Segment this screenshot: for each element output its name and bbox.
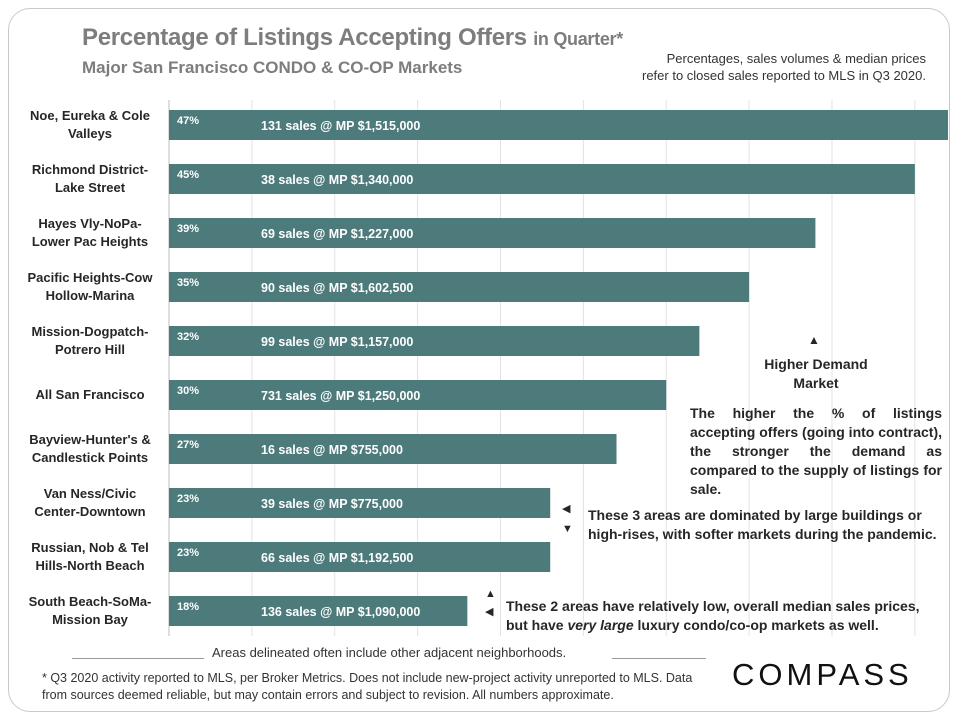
bar-annotation: 16 sales @ MP $755,000 <box>261 443 403 457</box>
highrise-note-line1: These 3 areas are dominated by large bui… <box>588 507 922 523</box>
left-arrow-icon: ◀ <box>562 503 571 515</box>
title-suffix: in Quarter* <box>533 29 623 49</box>
left-arrow-icon: ◀ <box>485 606 494 618</box>
bar-annotation: 38 sales @ MP $1,340,000 <box>261 173 413 187</box>
category-label: Van Ness/Civic <box>44 486 137 501</box>
higher-demand-label: Higher Demand Market <box>756 355 876 393</box>
title-main: Percentage of Listings Accepting Offers <box>82 24 527 51</box>
areas-note: Areas delineated often include other adj… <box>212 645 567 660</box>
up-arrow-icon: ▲ <box>485 588 496 600</box>
bar-annotation: 131 sales @ MP $1,515,000 <box>261 119 420 133</box>
category-label: Potrero Hill <box>55 342 125 357</box>
bar <box>169 542 551 572</box>
bar <box>169 434 617 464</box>
up-arrow-icon: ▲ <box>808 333 820 347</box>
category-label: Center-Downtown <box>34 504 145 519</box>
category-label: Hollow-Marina <box>46 288 136 303</box>
category-label: All San Francisco <box>35 387 144 402</box>
bar <box>169 110 948 140</box>
value-label: 27% <box>177 439 199 451</box>
bar <box>169 326 700 356</box>
higher-demand-line1: Higher Demand <box>764 356 868 372</box>
bar-annotation: 136 sales @ MP $1,090,000 <box>261 605 420 619</box>
category-label: Lake Street <box>55 180 126 195</box>
compass-logo: COMPASS <box>732 657 913 692</box>
category-label: Russian, Nob & Tel <box>31 540 149 555</box>
value-label: 18% <box>177 601 199 613</box>
bar <box>169 380 667 410</box>
bar <box>169 596 468 626</box>
category-label: Bayview-Hunter's & <box>29 432 151 447</box>
bar-annotation: 99 sales @ MP $1,157,000 <box>261 335 413 349</box>
category-label: Candlestick Points <box>32 450 148 465</box>
category-label: Lower Pac Heights <box>32 234 148 249</box>
category-label: Mission Bay <box>52 612 129 627</box>
data-source-note-line2: refer to closed sales reported to MLS in… <box>642 68 926 83</box>
low-price-note-line2: but have very large luxury condo/co-op m… <box>506 616 926 635</box>
bar <box>169 218 816 248</box>
value-label: 23% <box>177 493 199 505</box>
low-price-note-text-b: luxury condo/co-op markets as well. <box>633 617 879 633</box>
value-label: 23% <box>177 547 199 559</box>
divider-left <box>72 658 204 659</box>
value-label: 47% <box>177 115 199 127</box>
value-label: 35% <box>177 277 199 289</box>
chart-title: Percentage of Listings Accepting Offers … <box>82 24 623 52</box>
data-source-note: Percentages, sales volumes & median pric… <box>560 50 926 84</box>
low-price-note-text-a: but have <box>506 617 568 633</box>
highrise-note-line2: high-rises, with softer markets during t… <box>588 526 937 542</box>
bar <box>169 488 551 518</box>
bar-annotation: 90 sales @ MP $1,602,500 <box>261 281 413 295</box>
category-label: Richmond District- <box>32 162 148 177</box>
bar-annotation: 39 sales @ MP $775,000 <box>261 497 403 511</box>
category-label: South Beach-SoMa- <box>29 594 152 609</box>
value-label: 30% <box>177 385 199 397</box>
category-label: Hayes Vly-NoPa- <box>38 216 141 231</box>
value-label: 45% <box>177 169 199 181</box>
bar-annotation: 66 sales @ MP $1,192,500 <box>261 551 413 565</box>
footnote: * Q3 2020 activity reported to MLS, per … <box>42 671 693 702</box>
category-label: Valleys <box>68 126 112 141</box>
bar <box>169 272 750 302</box>
category-label: Pacific Heights-Cow <box>28 270 154 285</box>
data-source-note-line1: Percentages, sales volumes & median pric… <box>666 51 926 66</box>
bar-annotation: 731 sales @ MP $1,250,000 <box>261 389 420 403</box>
chart-subtitle: Major San Francisco CONDO & CO-OP Market… <box>82 58 463 77</box>
bar-annotation: 69 sales @ MP $1,227,000 <box>261 227 413 241</box>
bar <box>169 164 915 194</box>
chart-frame <box>8 8 950 712</box>
category-label: Noe, Eureka & Cole <box>30 108 150 123</box>
low-price-note: These 2 areas have relatively low, overa… <box>506 597 926 635</box>
highrise-note: These 3 areas are dominated by large bui… <box>588 506 943 544</box>
category-label: Hills-North Beach <box>35 558 144 573</box>
value-label: 39% <box>177 223 199 235</box>
demand-description: The higher the % of listings accepting o… <box>690 405 943 497</box>
low-price-note-emphasis: very large <box>567 617 634 633</box>
low-price-note-line1: These 2 areas have relatively low, overa… <box>506 598 920 614</box>
category-label: Mission-Dogpatch- <box>32 324 149 339</box>
down-arrow-icon: ▼ <box>562 523 573 535</box>
higher-demand-line2: Market <box>793 375 839 391</box>
divider-right <box>612 658 706 659</box>
value-label: 32% <box>177 331 199 343</box>
